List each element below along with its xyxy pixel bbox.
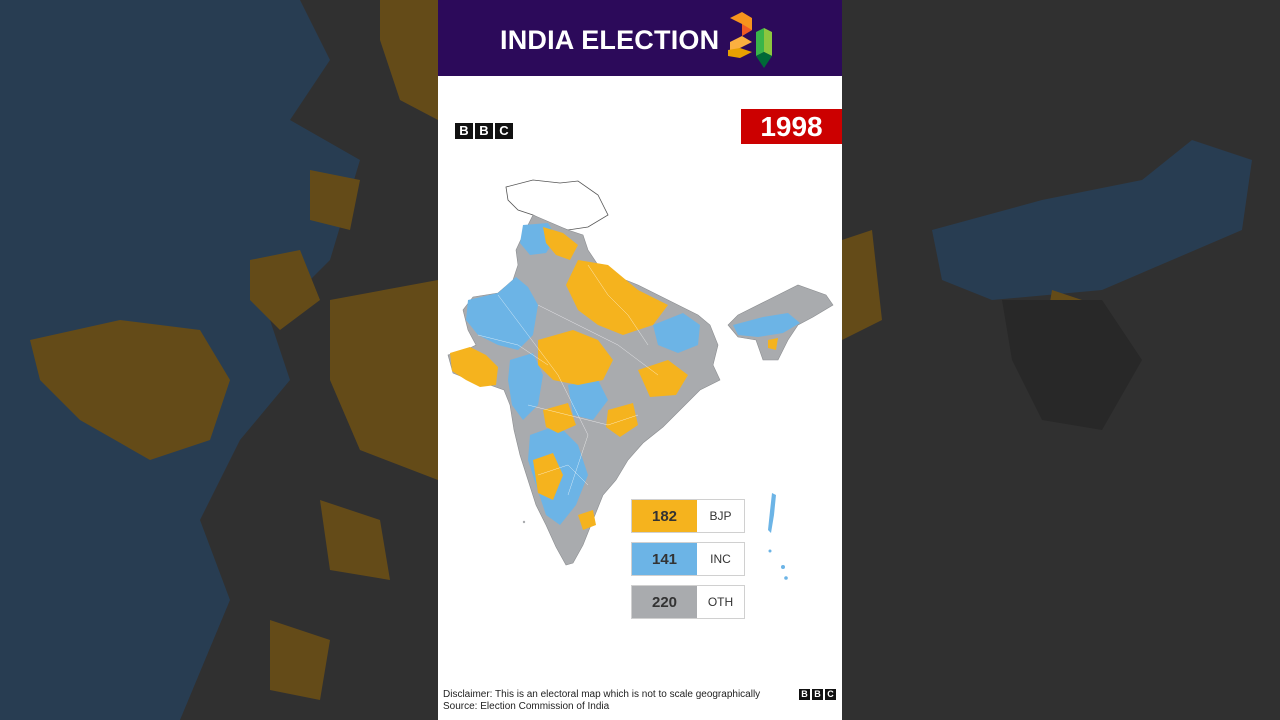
bbc-letter-b1: B bbox=[455, 123, 473, 139]
region-bjp-up bbox=[566, 260, 668, 335]
bbc-logo: B B C bbox=[455, 123, 513, 139]
background-map-right bbox=[842, 0, 1280, 720]
region-kashmir-outline bbox=[505, 179, 609, 231]
legend-row-inc: 141 INC bbox=[631, 542, 745, 576]
bbc-footer-letter-b1: B bbox=[799, 689, 810, 700]
region-bjp-north bbox=[543, 227, 578, 260]
region-bjp-gujarat bbox=[450, 347, 498, 387]
region-inc-central bbox=[568, 380, 608, 420]
legend-count-bjp: 182 bbox=[632, 500, 697, 532]
legend-party-bjp: BJP bbox=[697, 500, 744, 532]
bbc-letter-c: C bbox=[495, 123, 513, 139]
region-inc-west bbox=[466, 277, 538, 350]
footer: Disclaimer: This is an electoral map whi… bbox=[443, 689, 760, 713]
region-andaman-islands bbox=[768, 493, 776, 533]
india-electoral-map bbox=[447, 179, 834, 580]
region-nicobar-3 bbox=[784, 576, 788, 580]
constituency-borders bbox=[477, 264, 659, 496]
region-bjp-tn bbox=[578, 510, 596, 530]
legend-count-inc: 141 bbox=[632, 543, 697, 575]
header-bar: INDIA ELECTION bbox=[438, 0, 842, 76]
bbc-letter-b2: B bbox=[475, 123, 493, 139]
header-title: INDIA ELECTION bbox=[500, 25, 720, 55]
legend-party-inc: INC bbox=[697, 543, 744, 575]
region-inc-east bbox=[653, 313, 700, 353]
source-text: Source: Election Commission of India bbox=[443, 701, 610, 712]
region-bjp-orissa bbox=[606, 403, 638, 437]
main-panel: INDIA ELECTION B B C 1998 bbox=[438, 0, 842, 720]
year-badge: 1998 bbox=[741, 109, 842, 144]
region-nicobar-2 bbox=[781, 565, 785, 569]
background-map-left bbox=[0, 0, 438, 720]
bbc-logo-footer: B B C bbox=[799, 689, 836, 700]
region-bjp-mp bbox=[538, 330, 613, 385]
region-bjp-karnataka bbox=[533, 453, 563, 500]
legend-count-oth: 220 bbox=[632, 586, 697, 618]
disclaimer-text: Disclaimer: This is an electoral map whi… bbox=[443, 689, 761, 700]
election-24-logo bbox=[728, 12, 772, 68]
legend-row-oth: 220 OTH bbox=[631, 585, 745, 619]
region-nicobar-1 bbox=[768, 549, 772, 553]
region-lakshadweep bbox=[522, 520, 526, 524]
region-inc-assam bbox=[733, 313, 800, 337]
bbc-footer-letter-c: C bbox=[825, 689, 836, 700]
bbc-footer-letter-b2: B bbox=[812, 689, 823, 700]
region-bjp-northeast bbox=[768, 338, 778, 350]
region-inc-central-west bbox=[508, 353, 543, 420]
region-bjp-maharashtra bbox=[543, 403, 576, 433]
legend-party-oth: OTH bbox=[697, 586, 744, 618]
legend-row-bjp: 182 BJP bbox=[631, 499, 745, 533]
